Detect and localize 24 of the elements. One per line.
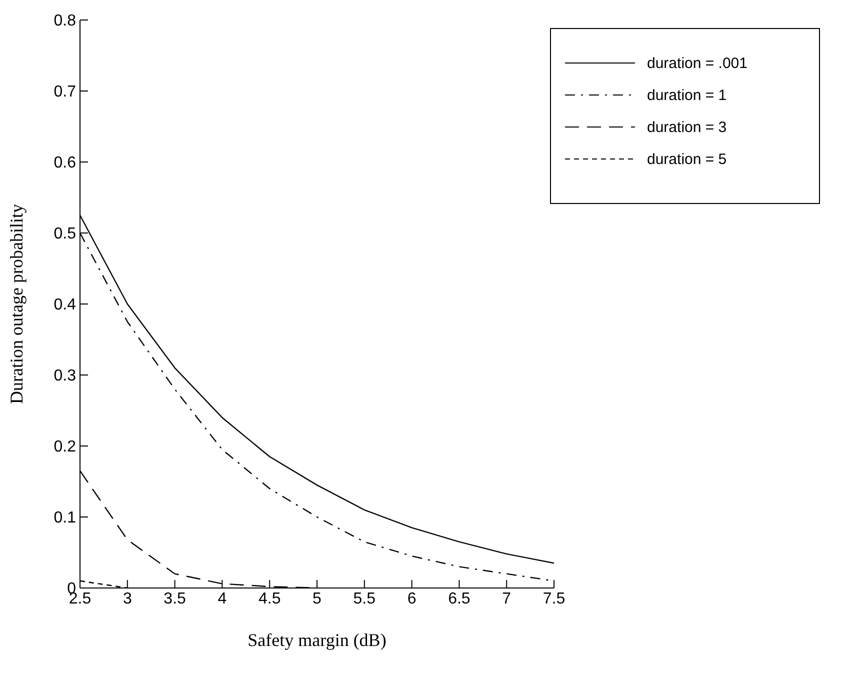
x-tick-label: 7 [502,590,512,608]
y-tick-label: 0.2 [54,438,76,456]
legend-label: duration = 1 [647,86,727,104]
x-tick-label: 6 [407,590,416,608]
x-tick-label: 5.5 [353,590,376,608]
y-tick-label: 0.3 [54,368,76,385]
legend-label: duration = 3 [647,118,727,136]
x-tick-label: 3.5 [164,590,186,608]
x-tick-label: 4 [218,590,227,608]
y-tick-label: 0.7 [54,84,76,101]
y-axis-title: Duration outage probability [6,204,26,404]
legend-label: duration = 5 [647,150,727,168]
y-tick-label: 0.6 [54,154,76,172]
y-tick-label: 0.8 [54,12,76,30]
x-axis-title: Safety margin (dB) [248,630,386,650]
legend-label: duration = .001 [647,54,748,72]
y-tick-label: 0.1 [54,510,76,527]
x-tick-label: 7.5 [542,590,566,608]
y-tick-label: 0.4 [54,296,76,314]
x-tick-label: 5 [312,590,322,608]
x-tick-label: 4.5 [258,590,281,608]
y-tick-label: 0.5 [54,226,76,243]
x-tick-label: 3 [122,590,132,608]
x-tick-label: 6.5 [448,590,470,608]
